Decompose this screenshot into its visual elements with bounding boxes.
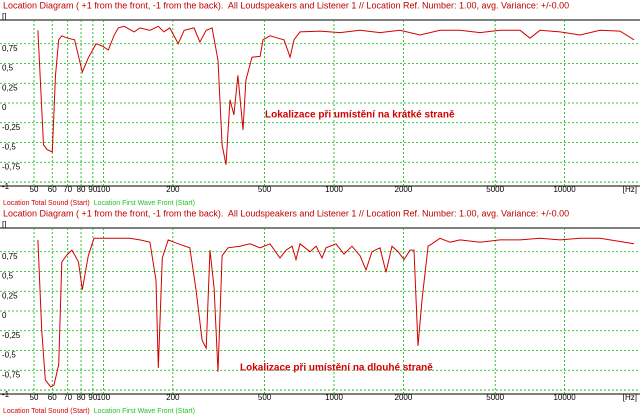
x-tick-label: 2000 (395, 185, 413, 194)
x-tick-label: 80 (77, 393, 86, 402)
x-tick-label: 90 (88, 393, 97, 402)
y-tick-label: 0,5 (2, 64, 14, 73)
y-axis-unit: [] (2, 220, 6, 229)
y-axis-unit: [] (2, 12, 6, 21)
x-tick-label: 10000 (553, 393, 576, 402)
x-tick-label: 80 (77, 185, 86, 194)
y-tick-label: -0,25 (2, 123, 21, 132)
x-tick-label: 500 (258, 185, 272, 194)
title-bar (0, 208, 640, 220)
series-line (37, 237, 635, 388)
chart-title: Location Diagram ( +1 from the front, -1… (3, 208, 569, 218)
x-tick-label: 2000 (395, 393, 413, 402)
x-tick-label: 1000 (325, 185, 343, 194)
y-tick-label: -1 (2, 390, 10, 399)
y-tick-label: 0 (2, 311, 7, 320)
y-tick-label: -0,5 (2, 351, 16, 360)
x-tick-label: 200 (166, 393, 180, 402)
series-line (37, 25, 635, 165)
legend-entry: Location First Wave Front (Start) (94, 408, 195, 415)
y-tick-label: -1 (2, 182, 10, 191)
x-tick-label: 10000 (553, 185, 576, 194)
x-tick-label: 5000 (486, 185, 504, 194)
legend-entry: Location First Wave Front (Start) (94, 200, 195, 207)
y-tick-label: -0,5 (2, 143, 16, 152)
x-tick-label: 5000 (486, 393, 504, 402)
y-tick-label: 0,25 (2, 291, 18, 300)
chart-title: Location Diagram ( +1 from the front, -1… (3, 0, 569, 10)
x-tick-label: 1000 (325, 393, 343, 402)
y-tick-label: 0,5 (2, 272, 14, 281)
x-axis-unit: [Hz] (623, 393, 637, 402)
y-tick-label: -0,75 (2, 370, 21, 379)
x-tick-label: 50 (30, 185, 39, 194)
x-tick-label: 100 (97, 393, 111, 402)
annotation: Lokalizace při umístění na dlouhé straně (240, 363, 433, 374)
x-tick-label: 200 (166, 185, 180, 194)
y-tick-label: -0,75 (2, 162, 21, 171)
y-tick-label: 0,25 (2, 83, 18, 92)
legend-entry: Location Total Sound (Start) (3, 200, 90, 207)
y-tick-label: -0,25 (2, 331, 21, 340)
x-tick-label: 90 (88, 185, 97, 194)
x-tick-label: 60 (48, 393, 57, 402)
x-tick-label: 100 (97, 185, 111, 194)
x-tick-label: 500 (258, 393, 272, 402)
annotation: Lokalizace při umístění na krátké straně (265, 110, 455, 121)
y-tick-label: 0,75 (2, 252, 18, 261)
legend-entry: Location Total Sound (Start) (3, 408, 90, 415)
title-bar (0, 0, 640, 12)
x-tick-label: 50 (30, 393, 39, 402)
y-tick-label: 0,75 (2, 44, 18, 53)
x-tick-label: 70 (63, 393, 72, 402)
x-tick-label: 70 (63, 185, 72, 194)
x-tick-label: 60 (48, 185, 57, 194)
y-tick-label: 0 (2, 103, 7, 112)
x-axis-unit: [Hz] (623, 185, 637, 194)
